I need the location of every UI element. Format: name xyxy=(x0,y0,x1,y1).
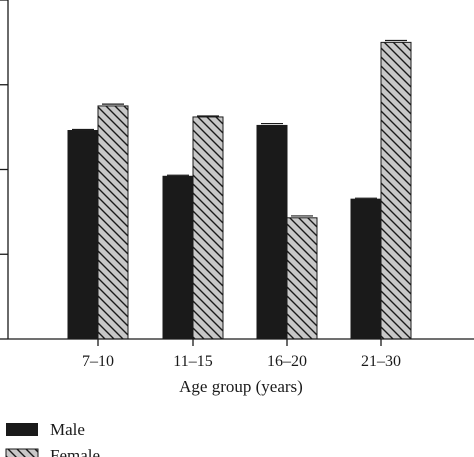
bar-male-3 xyxy=(256,124,288,340)
legend-item-female: Female xyxy=(5,446,100,457)
x-tick-label-4: 21–30 xyxy=(361,353,401,370)
plot-area: 7–10 11–15 16–20 21–30 xyxy=(0,0,474,370)
bars-group xyxy=(67,39,412,340)
bar-female-1 xyxy=(97,105,129,340)
x-axis-label: Age group (years) xyxy=(179,377,303,396)
legend: Male Female xyxy=(5,420,100,457)
legend-label-female: Female xyxy=(50,446,100,457)
bar-male-2 xyxy=(162,175,194,340)
x-ticks-group: 7–10 11–15 16–20 21–30 xyxy=(82,339,401,370)
legend-item-male: Male xyxy=(6,420,85,439)
legend-swatch-female xyxy=(5,448,39,457)
bar-male-4 xyxy=(350,198,382,340)
x-tick-label-3: 16–20 xyxy=(267,353,307,370)
x-tick-label-2: 11–15 xyxy=(173,353,212,370)
legend-label-male: Male xyxy=(50,420,85,439)
bar-female-2 xyxy=(192,116,224,340)
legend-swatch-male xyxy=(6,423,38,436)
bar-male-1 xyxy=(67,130,99,340)
bar-female-3 xyxy=(286,217,318,340)
x-tick-label-1: 7–10 xyxy=(82,353,114,370)
y-ticks-group xyxy=(0,0,8,340)
bar-female-4 xyxy=(380,41,412,340)
